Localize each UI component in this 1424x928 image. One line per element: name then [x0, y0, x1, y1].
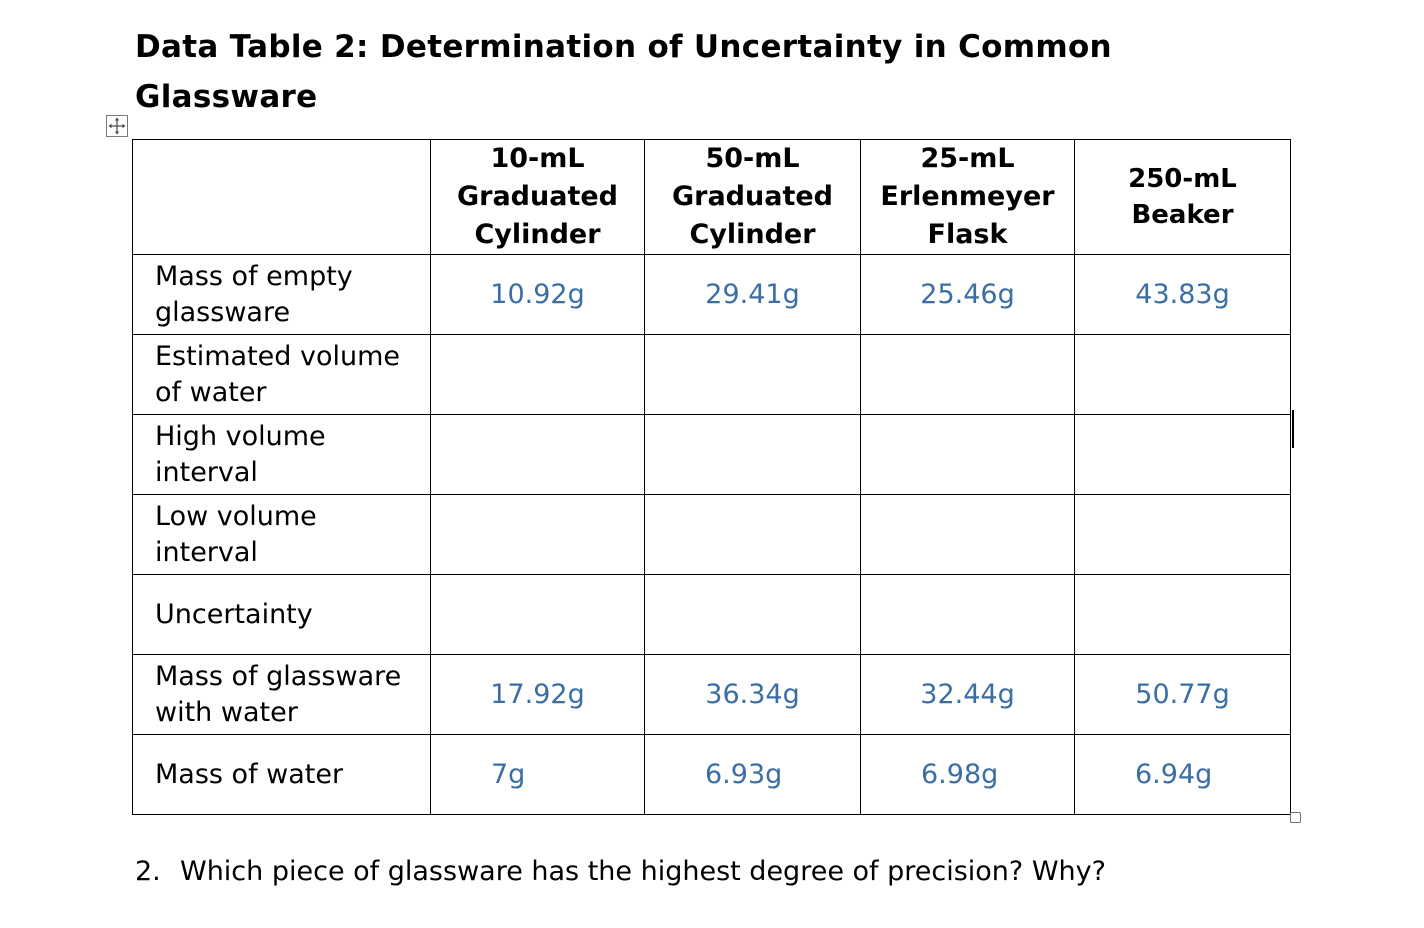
table-cell[interactable]	[644, 494, 861, 575]
row-label[interactable]: Estimated volume of water	[132, 334, 431, 415]
table-cell[interactable]: 50.77g	[1074, 654, 1291, 735]
table-row: Mass of empty glassware 10.92g 29.41g 25…	[132, 254, 1291, 335]
header-row: 10-mL Graduated Cylinder 50-mL Graduated…	[132, 139, 1291, 255]
table-cell[interactable]	[430, 494, 645, 575]
row-label[interactable]: Mass of water	[132, 734, 431, 815]
header-cell-empty[interactable]	[132, 139, 431, 255]
header-cell-250ml-beaker[interactable]: 250-mL Beaker	[1074, 139, 1291, 255]
table-cell[interactable]: 10.92g	[430, 254, 645, 335]
table-cell[interactable]	[860, 574, 1075, 655]
table-cell[interactable]: 32.44g	[860, 654, 1075, 735]
table-cell[interactable]: 29.41g	[644, 254, 861, 335]
table-cell[interactable]: 25.46g	[860, 254, 1075, 335]
question-body: Which piece of glassware has the highest…	[180, 856, 1106, 887]
table-cell[interactable]: 43.83g	[1074, 254, 1291, 335]
table-cell[interactable]	[644, 574, 861, 655]
header-cell-25ml-flask[interactable]: 25-mL Erlenmeyer Flask	[860, 139, 1075, 255]
text-cursor	[1292, 410, 1294, 448]
table-row: Estimated volume of water	[132, 334, 1291, 415]
table-cell[interactable]	[1074, 494, 1291, 575]
table-cell[interactable]: 6.94g	[1074, 734, 1291, 815]
table-title: Data Table 2: Determination of Uncertain…	[135, 29, 1112, 115]
table-resize-handle-icon[interactable]	[1290, 812, 1301, 823]
header-cell-50ml-cylinder[interactable]: 50-mL Graduated Cylinder	[644, 139, 861, 255]
table-cell[interactable]	[1074, 574, 1291, 655]
table-cell[interactable]	[860, 414, 1075, 495]
table-row: High volume interval	[132, 414, 1291, 495]
table-cell[interactable]	[430, 574, 645, 655]
table-cell[interactable]	[860, 334, 1075, 415]
table-cell[interactable]	[1074, 414, 1291, 495]
table-cell[interactable]: 17.92g	[430, 654, 645, 735]
row-label[interactable]: Uncertainty	[132, 574, 431, 655]
table-cell[interactable]	[860, 494, 1075, 575]
row-label[interactable]: Mass of glassware with water	[132, 654, 431, 735]
table-row: Mass of glassware with water 17.92g 36.3…	[132, 654, 1291, 735]
row-label[interactable]: Mass of empty glassware	[132, 254, 431, 335]
header-cell-10ml-cylinder[interactable]: 10-mL Graduated Cylinder	[430, 139, 645, 255]
row-label[interactable]: Low volume interval	[132, 494, 431, 575]
table-cell[interactable]	[644, 414, 861, 495]
table-row: Mass of water 7g 6.93g 6.98g 6.94g	[132, 734, 1291, 815]
table-row: Uncertainty	[132, 574, 1291, 655]
table-cell[interactable]	[430, 414, 645, 495]
move-arrows-icon[interactable]	[106, 115, 128, 137]
table-cell[interactable]: 36.34g	[644, 654, 861, 735]
table-cell[interactable]	[1074, 334, 1291, 415]
data-table: 10-mL Graduated Cylinder 50-mL Graduated…	[132, 139, 1291, 815]
table-row: Low volume interval	[132, 494, 1291, 575]
table-cell[interactable]: 6.98g	[860, 734, 1075, 815]
question-number: 2.	[135, 856, 161, 887]
table-cell[interactable]	[644, 334, 861, 415]
question-text: 2. Which piece of glassware has the highe…	[135, 852, 1106, 892]
row-label[interactable]: High volume interval	[132, 414, 431, 495]
table-cell[interactable]: 7g	[430, 734, 645, 815]
table-cell[interactable]	[430, 334, 645, 415]
table-cell[interactable]: 6.93g	[644, 734, 861, 815]
